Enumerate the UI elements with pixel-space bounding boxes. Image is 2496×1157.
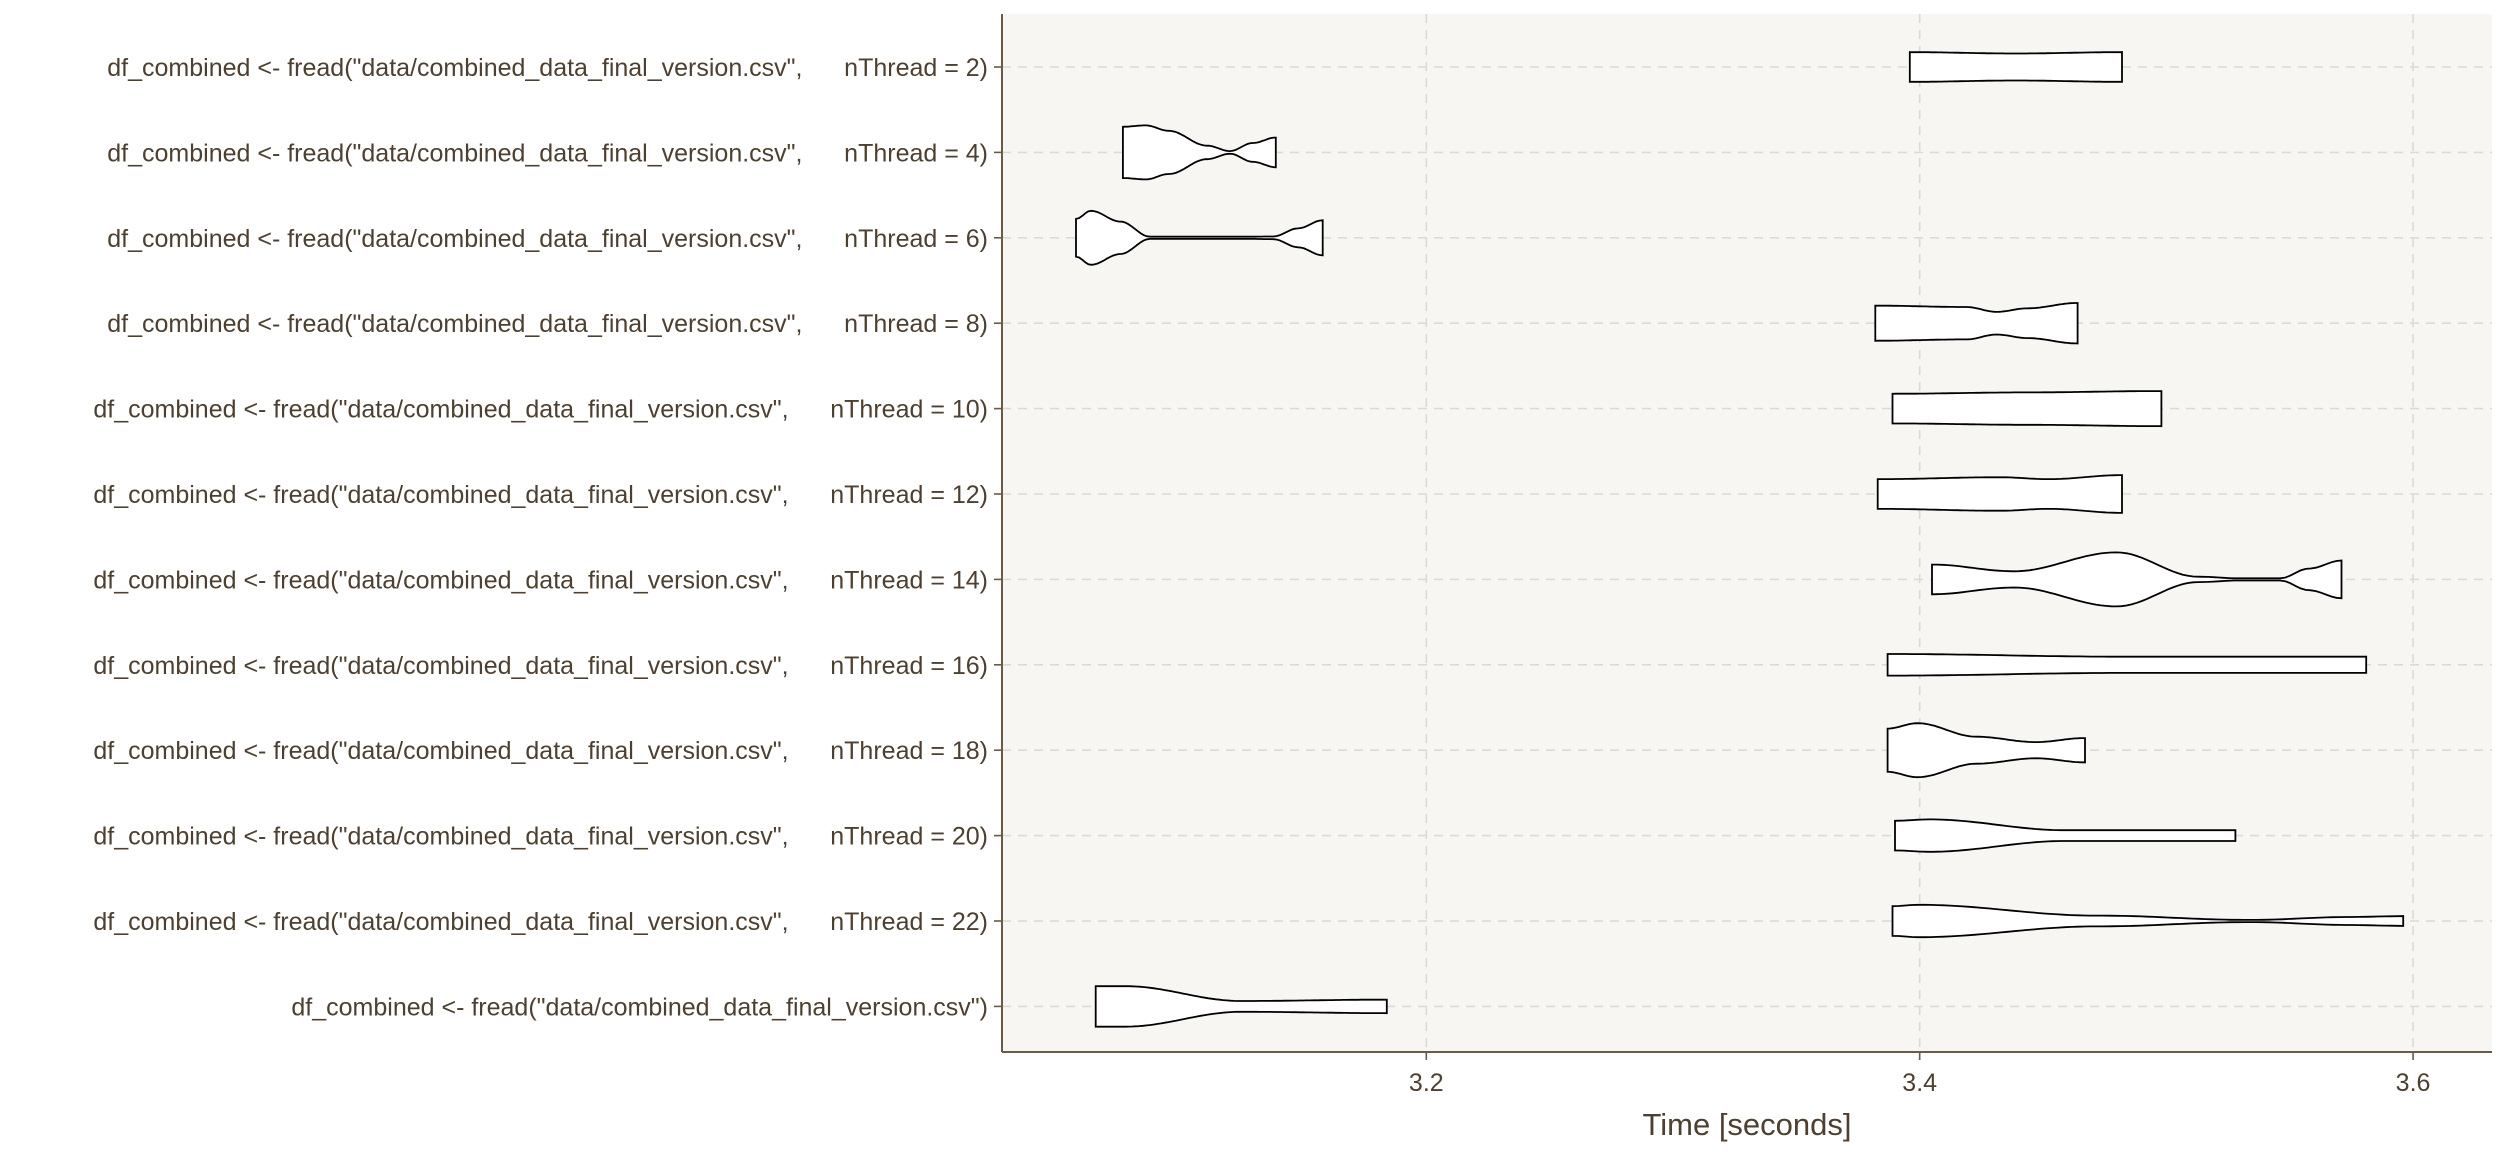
violin-layer <box>1075 51 2405 1028</box>
violin-mark <box>1075 209 1324 266</box>
category-label: df_combined <- fread("data/combined_data… <box>107 310 988 338</box>
violin-mark <box>1876 474 2123 514</box>
grid-layer <box>1002 14 2492 1052</box>
x-tick-label: 3.2 <box>1409 1069 1444 1097</box>
category-label: df_combined <- fread("data/combined_data… <box>93 396 988 424</box>
category-label: df_combined <- fread("data/combined_data… <box>93 566 988 594</box>
violin-mark <box>1891 390 2163 428</box>
category-label: df_combined <- fread("data/combined_data… <box>107 139 988 167</box>
plot-panel <box>1002 14 2492 1052</box>
category-label: df_combined <- fread("data/combined_data… <box>107 225 988 253</box>
violin-mark <box>1094 985 1388 1028</box>
category-label: df_combined <- fread("data/combined_data… <box>93 652 988 680</box>
violin-mark <box>1908 51 2123 83</box>
x-axis-title: Time [seconds] <box>1642 1107 1851 1142</box>
x-axis-ticks: 3.2 3.4 3.6 <box>1409 1052 2431 1097</box>
violin-mark <box>1891 903 2405 939</box>
x-tick-label: 3.6 <box>2396 1069 2431 1097</box>
violin-mark <box>1886 653 2368 677</box>
category-labels: df_combined <- fread("data/combined_data… <box>93 54 1002 1021</box>
category-label: df_combined <- fread("data/combined_data… <box>291 993 988 1021</box>
category-label: df_combined <- fread("data/combined_data… <box>107 54 988 82</box>
violin-mark <box>1886 722 2086 779</box>
category-label: df_combined <- fread("data/combined_data… <box>93 823 988 851</box>
category-label: df_combined <- fread("data/combined_data… <box>93 908 988 936</box>
violin-mark <box>1894 818 2237 853</box>
x-tick-label: 3.4 <box>1902 1069 1937 1097</box>
violin-mark <box>1874 302 2079 345</box>
violin-mark <box>1931 551 2343 608</box>
category-label: df_combined <- fread("data/combined_data… <box>93 481 988 509</box>
violin-mark <box>1122 124 1277 181</box>
category-label: df_combined <- fread("data/combined_data… <box>93 737 988 765</box>
